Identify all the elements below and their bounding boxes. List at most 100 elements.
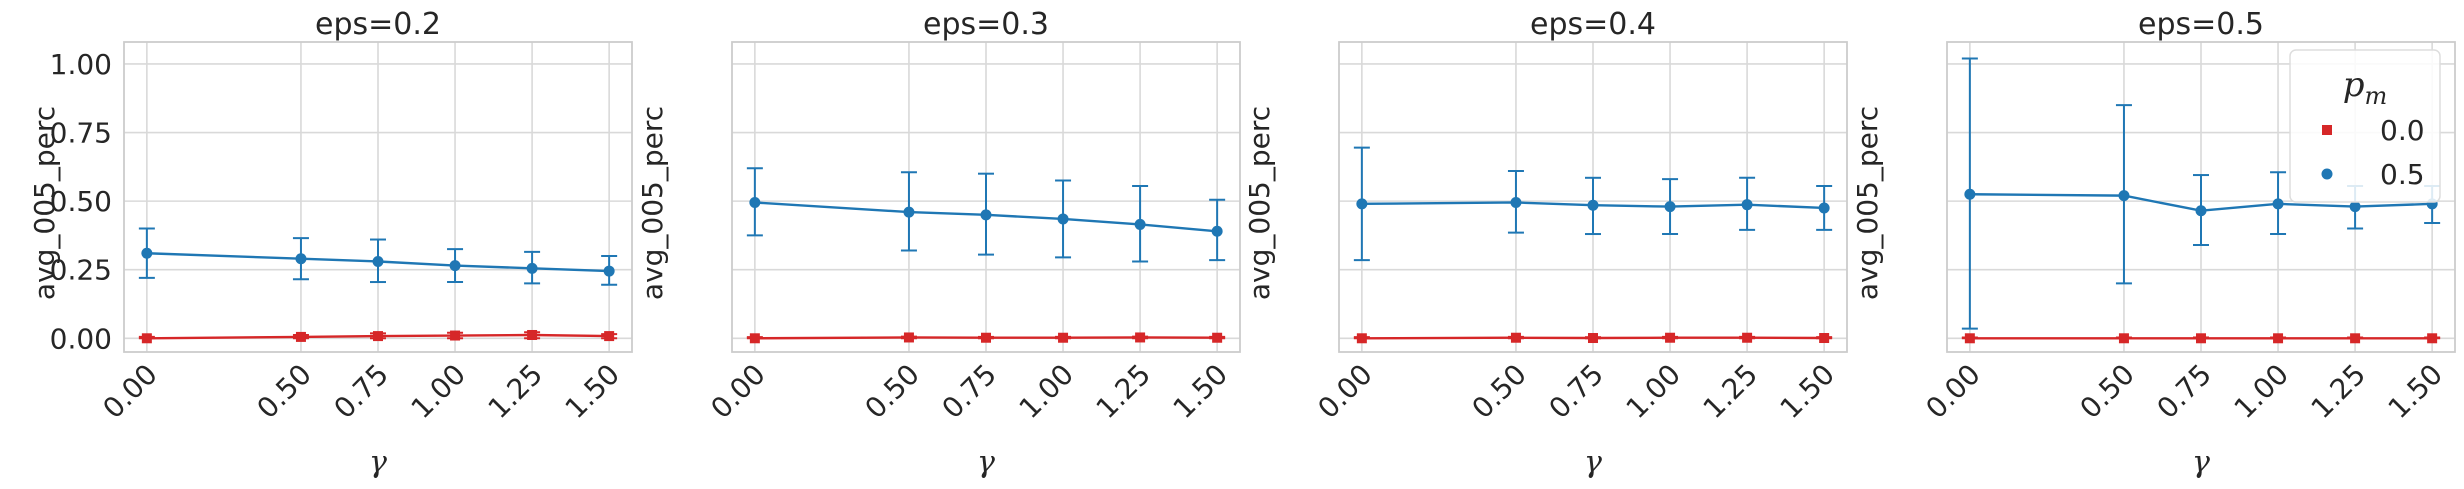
x-tick-label: 1.25	[2305, 358, 2372, 425]
x-axis-label: γ	[977, 445, 995, 480]
x-tick-label: 1.50	[1774, 358, 1841, 425]
series-0.5	[138, 227, 618, 286]
series-0.0	[138, 329, 618, 344]
panel-4: eps=0.5 avg_005_perc 0.00 0.50 0.75 1.00 1.25 1…	[1851, 7, 2456, 480]
data-point	[1587, 199, 1599, 211]
y-tick-label: 0.50	[50, 185, 112, 218]
series-0.5	[746, 167, 1226, 263]
data-point	[1819, 333, 1830, 344]
data-point	[1058, 332, 1069, 343]
series-0.0	[1353, 332, 1833, 344]
legend-label: 0.5	[2380, 158, 2425, 191]
data-point	[1356, 198, 1368, 210]
series-line	[1361, 336, 1825, 340]
data-point	[603, 265, 615, 277]
data-point	[1135, 332, 1146, 343]
y-axis-label: avg_005_perc	[636, 106, 669, 300]
data-point	[1964, 188, 1976, 200]
x-tick-label: 0.50	[250, 358, 317, 425]
x-tick-label: 1.00	[1620, 358, 1687, 425]
data-point	[141, 247, 153, 259]
data-point	[526, 262, 538, 274]
x-tick-label: 0.75	[2151, 358, 2218, 425]
data-point	[372, 255, 384, 267]
data-point	[1818, 202, 1830, 214]
series-line	[146, 333, 610, 340]
data-point	[604, 331, 615, 342]
y-tick-label: 0.75	[50, 117, 112, 150]
data-point	[1057, 213, 1069, 225]
x-tick-label: 0.75	[1543, 358, 1610, 425]
x-tick-label: 1.00	[2228, 358, 2295, 425]
data-point	[1588, 333, 1598, 344]
y-tick-label: 0.25	[50, 254, 112, 287]
panel-2: eps=0.3 avg_005_perc 0.00 0.50 0.75 1.00 1.25 1…	[636, 7, 1241, 480]
x-tick-label: 0.00	[1311, 358, 1378, 425]
plot-frame	[1338, 41, 1848, 353]
x-tick-label: 0.50	[1465, 358, 1532, 425]
panel-title: eps=0.5	[2138, 7, 2264, 42]
y-axis-label: avg_005_perc	[1851, 106, 1884, 300]
plot-frame	[1946, 41, 2456, 353]
data-point	[141, 333, 152, 344]
legend: pm 0.0 0.5	[2289, 49, 2441, 203]
x-tick-label: 1.50	[559, 358, 626, 425]
data-point	[2118, 333, 2129, 344]
legend-box	[2289, 49, 2441, 203]
data-point	[1211, 225, 1223, 237]
y-tick-label: 0.00	[50, 322, 112, 355]
data-point	[295, 331, 306, 342]
series-line	[1969, 193, 2433, 212]
legend-label: 0.0	[2380, 114, 2425, 147]
data-point	[527, 329, 538, 340]
plot-frame	[731, 41, 1241, 353]
y-tick-label: 1.00	[50, 48, 112, 81]
x-tick-label: 1.25	[1090, 358, 1157, 425]
series-0.5	[1353, 146, 1833, 262]
data-point	[1741, 199, 1753, 211]
x-tick-label: 1.25	[482, 358, 549, 425]
data-point	[2118, 190, 2130, 202]
panel-title: eps=0.3	[923, 7, 1049, 42]
data-point	[1510, 196, 1522, 208]
data-point	[2350, 333, 2361, 344]
data-point	[1510, 332, 1521, 343]
x-tick-label: 1.00	[405, 358, 472, 425]
data-point	[1665, 332, 1676, 343]
data-point	[749, 333, 760, 344]
data-point	[1664, 201, 1676, 213]
x-tick-label: 0.50	[858, 358, 925, 425]
data-point	[449, 260, 461, 272]
data-point	[2349, 201, 2361, 213]
series-line	[1361, 201, 1825, 210]
data-point	[903, 206, 915, 218]
x-axis-label: γ	[1584, 445, 1602, 480]
legend-marker	[2321, 168, 2333, 180]
series-line	[146, 252, 610, 273]
x-tick-label: 0.75	[328, 358, 395, 425]
legend-title: pm	[2343, 65, 2388, 110]
panel-1: eps=0.2avg_005_perc0.000.250.500.751.000…	[28, 7, 633, 480]
panel-title: eps=0.2	[315, 7, 441, 42]
x-tick-label: 1.50	[1167, 358, 1234, 425]
x-tick-label: 0.00	[704, 358, 771, 425]
data-point	[2196, 333, 2206, 344]
data-point	[295, 253, 307, 265]
data-point	[1134, 218, 1146, 230]
panel-3: eps=0.4 avg_005_perc 0.00 0.50 0.75 1.00 1.25 1…	[1243, 7, 1848, 480]
x-tick-label: 1.00	[1013, 358, 1080, 425]
x-tick-label: 0.75	[936, 358, 1003, 425]
data-point	[2195, 205, 2207, 217]
series-0.0	[746, 332, 1226, 344]
series-0.0	[1961, 333, 2441, 344]
data-point	[981, 332, 991, 343]
y-axis-label: avg_005_perc	[28, 106, 61, 300]
data-point	[1964, 333, 1975, 344]
series-line	[754, 336, 1218, 340]
data-point	[450, 330, 461, 341]
data-point	[2427, 333, 2438, 344]
legend-marker	[2322, 125, 2332, 135]
data-point	[980, 209, 992, 221]
data-point	[373, 331, 383, 342]
